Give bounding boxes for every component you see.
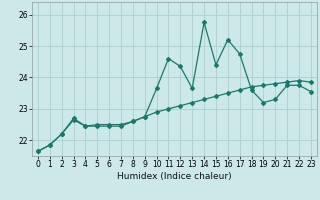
X-axis label: Humidex (Indice chaleur): Humidex (Indice chaleur) <box>117 172 232 181</box>
